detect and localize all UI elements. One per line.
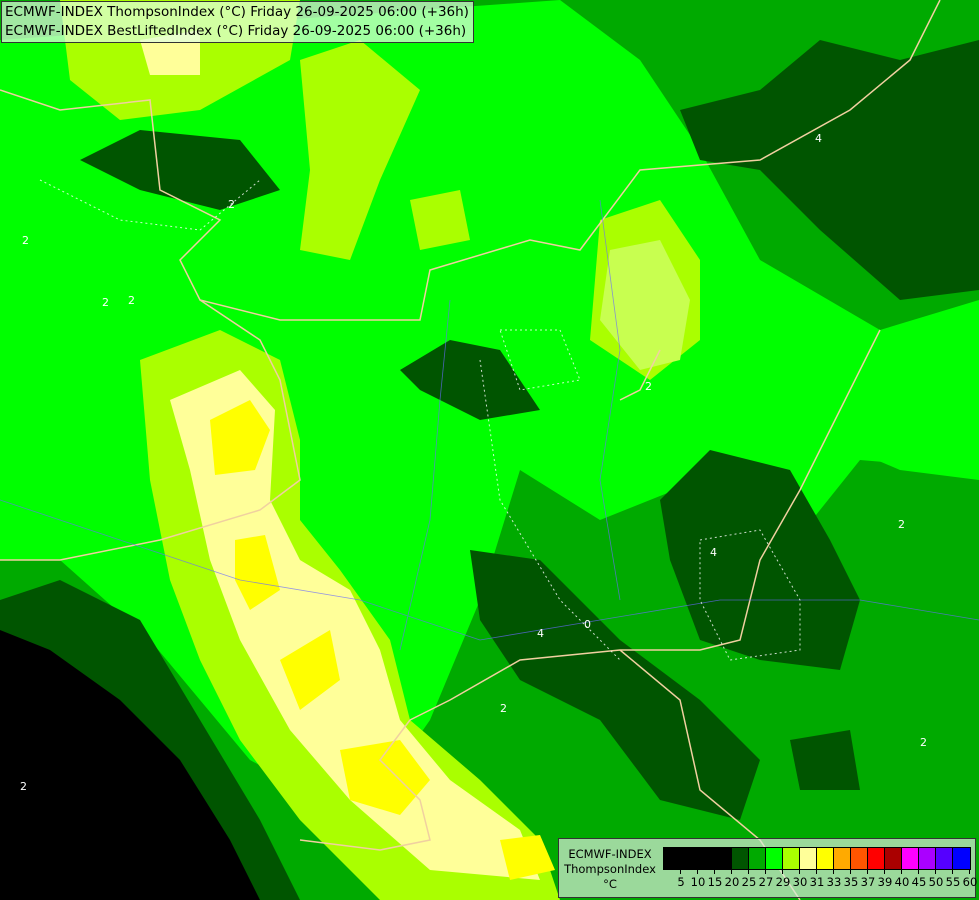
legend-tick-label: 31 — [809, 875, 825, 889]
rivers — [0, 199, 979, 651]
legend-tick — [850, 869, 851, 874]
legend-tick — [714, 869, 715, 874]
legend-tick — [731, 869, 732, 874]
field-region — [0, 630, 260, 900]
contours — [39, 179, 801, 661]
legend-tick — [884, 869, 885, 874]
legend-tick-label: 27 — [758, 875, 774, 889]
field-region — [80, 130, 280, 210]
legend-tick — [952, 869, 953, 874]
field-region — [790, 730, 860, 790]
legend-swatch — [715, 848, 732, 869]
legend-tick-label: 50 — [928, 875, 944, 889]
field-region — [400, 340, 540, 420]
legend-tick-label: 30 — [792, 875, 808, 889]
legend-tick-label: 10 — [690, 875, 706, 889]
legend-ticks: 5 10 15 20 25 27 29 30 31 33 35 37 39 40 45 50 55 60 — [663, 869, 977, 899]
legend-tick — [697, 869, 698, 874]
legend-tick — [680, 869, 681, 874]
contour-label: 2 — [128, 294, 135, 307]
contour-label: 0 — [584, 618, 591, 631]
legend-swatch — [885, 848, 902, 869]
contour-labels: 2 2 2 2 4 4 0 4 2 2 2 2 2 — [20, 132, 927, 793]
legend-swatch — [681, 848, 698, 869]
field-region — [470, 550, 760, 820]
legend-swatch — [953, 848, 970, 869]
legend-tick — [867, 869, 868, 874]
map-title: ECMWF-INDEX ThompsonIndex (°C) Friday 26… — [1, 1, 474, 43]
legend-tick — [918, 869, 919, 874]
legend-parameter: ThompsonIndex — [564, 862, 656, 876]
legend-tick-label: 45 — [911, 875, 927, 889]
legend-tick-label: 55 — [945, 875, 961, 889]
field-region — [680, 40, 979, 300]
legend-tick-label: 5 — [677, 875, 685, 889]
legend-model: ECMWF-INDEX — [568, 847, 652, 861]
contour-label: 2 — [645, 380, 652, 393]
legend-swatch — [749, 848, 766, 869]
legend-swatch — [919, 848, 936, 869]
legend-swatch — [698, 848, 715, 869]
legend-swatch — [817, 848, 834, 869]
contour-label: 4 — [710, 546, 717, 559]
legend-tick-label: 25 — [741, 875, 757, 889]
legend-tick — [799, 869, 800, 874]
field-region — [600, 240, 690, 370]
legend-tick — [969, 869, 970, 874]
contour-label: 2 — [898, 518, 905, 531]
legend-tick-label: 60 — [962, 875, 978, 889]
title-line-thompson: ECMWF-INDEX ThompsonIndex (°C) Friday 26… — [5, 4, 469, 20]
field-region — [340, 740, 430, 815]
title-line-bestlifted: ECMWF-INDEX BestLiftedIndex (°C) Friday … — [5, 23, 467, 39]
legend-tick — [748, 869, 749, 874]
contour-label: 4 — [815, 132, 822, 145]
legend-tick-label: 33 — [826, 875, 842, 889]
legend-tick — [782, 869, 783, 874]
legend-swatch — [800, 848, 817, 869]
legend-swatch — [868, 848, 885, 869]
contour-label: 2 — [20, 780, 27, 793]
legend-swatch — [664, 848, 681, 869]
contour-label: 4 — [537, 627, 544, 640]
legend-tick-label: 35 — [843, 875, 859, 889]
legend-tick-label: 29 — [775, 875, 791, 889]
contour-label: 2 — [920, 736, 927, 749]
field-region — [280, 630, 340, 710]
legend-swatch — [766, 848, 783, 869]
contour-label: 2 — [102, 296, 109, 309]
legend-swatch — [732, 848, 749, 869]
field-region — [500, 835, 555, 880]
color-legend: ECMWF-INDEX ThompsonIndex °C 5 10 15 20 25 27… — [558, 838, 977, 899]
field-region — [410, 190, 470, 250]
contour-label: 2 — [500, 702, 507, 715]
legend-tick — [901, 869, 902, 874]
field-region — [210, 400, 270, 475]
contour-label: 2 — [228, 198, 235, 211]
legend-unit: °C — [603, 877, 617, 891]
legend-tick-label: 20 — [724, 875, 740, 889]
legend-swatch — [851, 848, 868, 869]
field-region — [235, 535, 280, 610]
legend-tick — [765, 869, 766, 874]
legend-swatch — [936, 848, 953, 869]
legend-swatch — [834, 848, 851, 869]
legend-tick — [833, 869, 834, 874]
legend-tick-label: 15 — [707, 875, 723, 889]
legend-tick — [816, 869, 817, 874]
legend-tick — [935, 869, 936, 874]
legend-color-bar — [663, 847, 971, 870]
legend-swatch — [783, 848, 800, 869]
contour-label: 2 — [22, 234, 29, 247]
legend-tick-label: 37 — [860, 875, 876, 889]
legend-label: ECMWF-INDEX ThompsonIndex °C — [561, 847, 659, 892]
legend-swatch — [902, 848, 919, 869]
legend-tick-label: 40 — [894, 875, 910, 889]
field-region — [300, 40, 420, 260]
field-region — [170, 370, 540, 880]
legend-tick-label: 39 — [877, 875, 893, 889]
